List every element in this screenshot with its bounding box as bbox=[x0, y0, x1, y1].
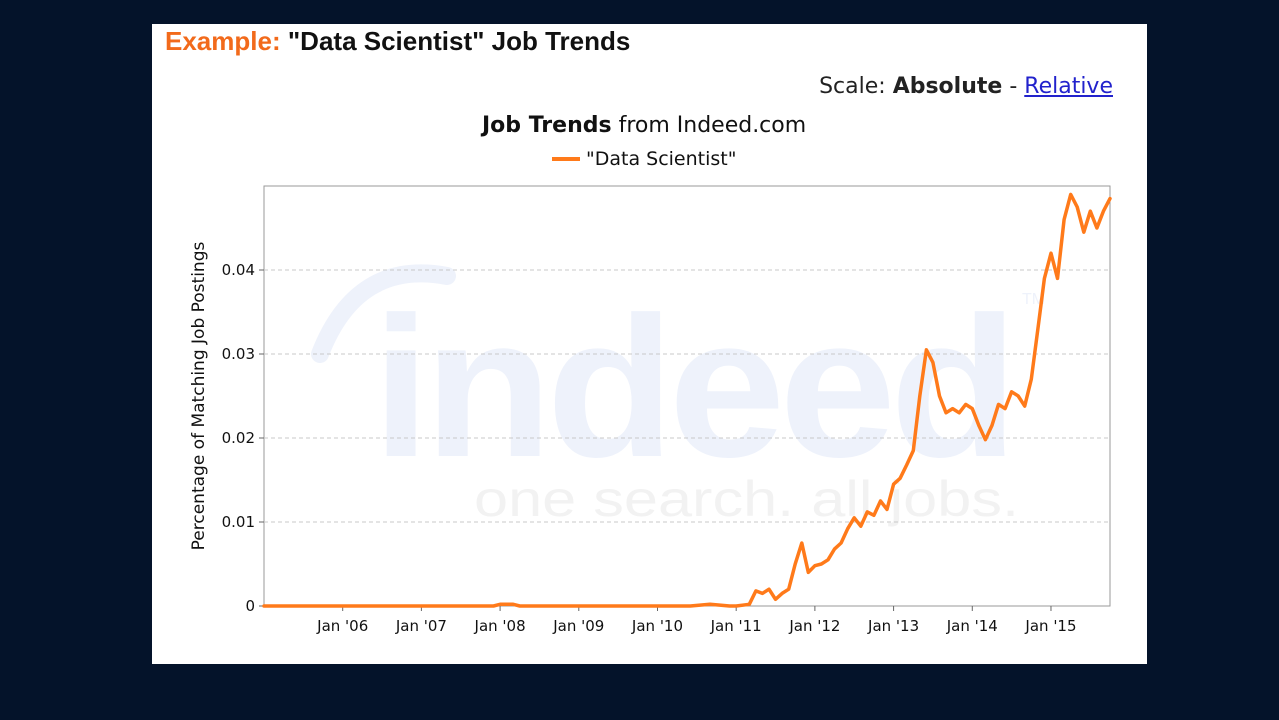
title-prefix: Example: bbox=[165, 26, 281, 56]
watermark-tm: TM bbox=[1022, 291, 1045, 308]
x-tick-label: Jan '12 bbox=[788, 617, 840, 635]
chart-panel: Example: "Data Scientist" Job Trends Sca… bbox=[152, 24, 1147, 664]
chart-title-bold: Job Trends bbox=[482, 113, 612, 138]
x-tick-label: Jan '06 bbox=[316, 617, 368, 635]
scale-selector: Scale: Absolute - Relative bbox=[819, 74, 1113, 99]
x-tick-label: Jan '08 bbox=[474, 617, 526, 635]
x-tick-label: Jan '15 bbox=[1024, 617, 1076, 635]
y-axis-label: Percentage of Matching Job Postings bbox=[189, 242, 209, 551]
y-tick-label: 0.04 bbox=[222, 261, 255, 279]
legend-swatch bbox=[552, 157, 580, 161]
legend: "Data Scientist" bbox=[552, 148, 736, 170]
chart-title: Job Trends from Indeed.com bbox=[482, 113, 882, 138]
y-tick-label: 0 bbox=[245, 597, 255, 615]
page-title: Example: "Data Scientist" Job Trends bbox=[165, 26, 630, 57]
y-tick-label: 0.03 bbox=[222, 345, 255, 363]
x-tick-label: Jan '11 bbox=[710, 617, 762, 635]
grid-lines bbox=[264, 269, 1110, 523]
chart-title-rest: from Indeed.com bbox=[611, 113, 807, 138]
scale-absolute-option: Absolute bbox=[892, 74, 1003, 99]
scale-label: Scale: bbox=[819, 74, 886, 99]
scale-separator: - bbox=[1009, 74, 1018, 99]
watermark-arc-icon bbox=[311, 264, 456, 363]
y-tick-label: 0.01 bbox=[222, 513, 255, 531]
x-axis-ticks: Jan '06 Jan '07 Jan '08 Jan '09 Jan '10 Jan '… bbox=[316, 606, 1077, 635]
scale-relative-link[interactable]: Relative bbox=[1024, 74, 1113, 99]
y-tick-label: 0.02 bbox=[222, 429, 255, 447]
series-line-0 bbox=[262, 192, 1112, 608]
line-chart: indeed TM one search. all jobs. 0 0.01 0.0… bbox=[189, 185, 1112, 635]
x-tick-label: Jan '10 bbox=[631, 617, 683, 635]
title-text: "Data Scientist" Job Trends bbox=[287, 26, 631, 56]
indeed-watermark: indeed TM one search. all jobs. bbox=[311, 264, 1045, 527]
x-tick-label: Jan '14 bbox=[946, 617, 998, 635]
x-tick-label: Jan '13 bbox=[867, 617, 919, 635]
x-tick-label: Jan '07 bbox=[395, 617, 447, 635]
legend-label: "Data Scientist" bbox=[586, 148, 737, 170]
watermark-tagline: one search. all jobs. bbox=[474, 471, 1019, 527]
series-group bbox=[262, 192, 1112, 608]
y-axis-ticks: 0 0.01 0.02 0.03 0.04 bbox=[222, 261, 264, 615]
watermark-logo: indeed bbox=[372, 276, 1012, 499]
x-tick-label: Jan '09 bbox=[552, 617, 604, 635]
